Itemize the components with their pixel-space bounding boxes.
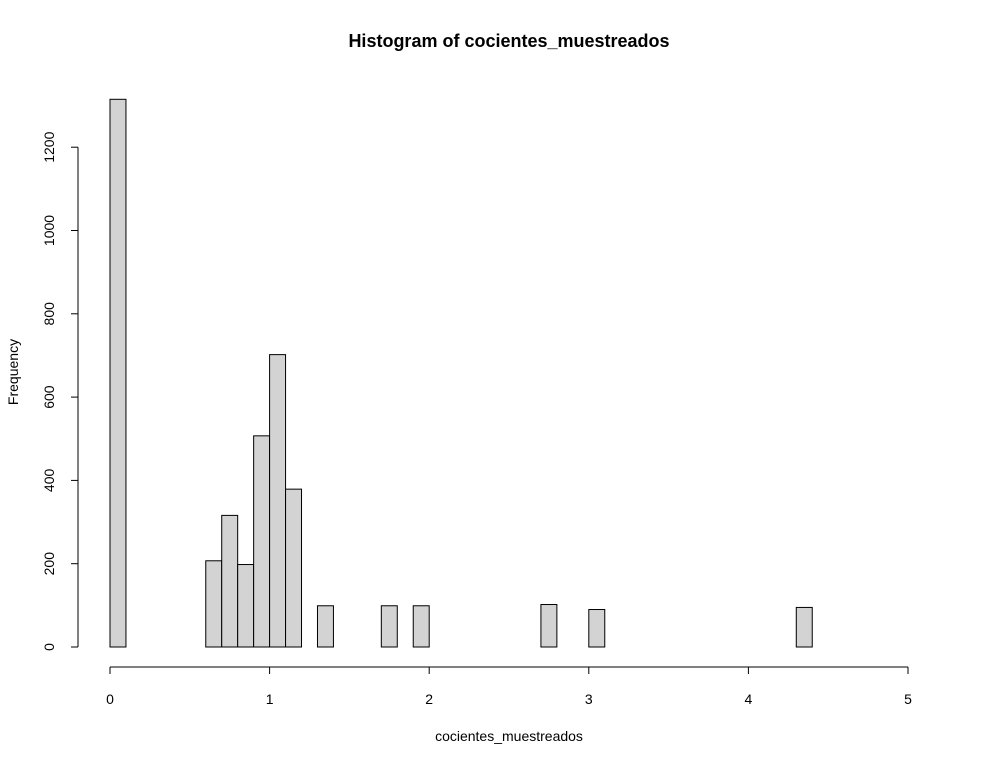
histogram-bar: [109, 98, 127, 648]
histogram-bar: [237, 564, 255, 648]
chart-title: Histogram of cocientes_muestreados: [348, 31, 669, 51]
x-tick-label: 1: [266, 691, 274, 707]
histogram-bar: [540, 604, 558, 648]
x-tick-label: 3: [585, 691, 593, 707]
y-tick-label: 1200: [41, 131, 57, 162]
x-tick-label: 5: [904, 691, 912, 707]
x-axis: 0 1 2 3 4 5: [106, 666, 912, 707]
y-tick-label: 400: [41, 469, 57, 493]
x-tick-label: 4: [745, 691, 753, 707]
histogram-bar: [253, 435, 271, 648]
histogram-bar: [795, 606, 813, 648]
histogram-bar: [316, 605, 334, 648]
y-tick-label: 1000: [41, 215, 57, 246]
x-tick-label: 2: [425, 691, 433, 707]
histogram-bar: [412, 605, 430, 648]
x-axis-label: cocientes_muestreados: [435, 728, 583, 744]
histogram-bar: [221, 514, 239, 648]
y-tick-label: 600: [41, 385, 57, 409]
histogram-bar: [588, 609, 606, 648]
histogram-bar: [380, 605, 398, 648]
y-tick-label: 0: [41, 643, 57, 651]
y-axis: 0 200 400 600 800 1000 1200: [41, 131, 79, 651]
y-tick-label: 200: [41, 552, 57, 576]
x-tick-label: 0: [106, 691, 114, 707]
y-axis-label: Frequency: [5, 339, 21, 405]
histogram-bar: [269, 354, 287, 648]
bars-group: [109, 98, 813, 648]
y-tick-label: 800: [41, 302, 57, 326]
histogram-bar: [285, 488, 303, 648]
histogram-bar: [205, 560, 223, 648]
